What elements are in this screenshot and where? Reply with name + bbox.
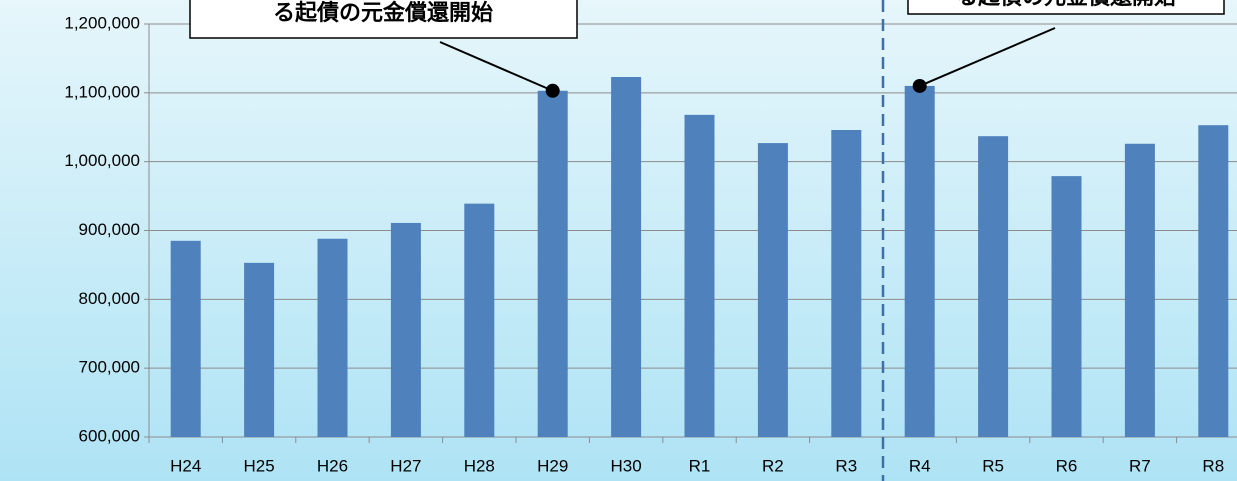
bar [170, 240, 201, 437]
x-tick-label: H28 [464, 456, 495, 475]
bar [831, 130, 862, 437]
bar [611, 77, 642, 438]
x-tick-label: H29 [537, 456, 568, 475]
bar [1198, 125, 1229, 437]
y-tick-label: 700,000 [79, 358, 140, 377]
bar [1124, 143, 1155, 437]
bar [684, 114, 715, 438]
annotation-box [907, 0, 1225, 15]
plot-area: 600,000 700,000 800,000 900,000 1,000,000 1,1… [64, 13, 1237, 475]
y-tick-label: 1,200,000 [64, 13, 140, 32]
x-tick-label: R3 [835, 456, 857, 475]
bar [464, 203, 495, 437]
bar [757, 143, 788, 437]
bar [978, 136, 1009, 437]
y-tick-label: 1,100,000 [64, 82, 140, 101]
y-tick-label: 1,000,000 [64, 151, 140, 170]
annotation-box [189, 0, 578, 39]
x-tick-label: H24 [170, 456, 201, 475]
callout-line [439, 41, 554, 92]
callout-dot [545, 83, 560, 98]
x-tick-label: H30 [611, 456, 642, 475]
annotation-text: る起債の元金償還開始 [273, 0, 493, 26]
y-tick-label: 600,000 [79, 426, 140, 445]
callout-dot [912, 78, 927, 93]
bar [537, 90, 568, 437]
x-tick-label: H27 [390, 456, 421, 475]
x-tick-label: R6 [1056, 456, 1078, 475]
bar [317, 238, 348, 437]
callout-line [919, 27, 1056, 87]
x-tick-label: R8 [1202, 456, 1224, 475]
y-tick-label: 800,000 [79, 289, 140, 308]
x-tick-label: R4 [909, 456, 931, 475]
x-tick-label: H26 [317, 456, 348, 475]
x-tick-label: R1 [689, 456, 711, 475]
annotation-text: る起債の元金償還開始 [956, 0, 1176, 10]
bar [244, 262, 275, 437]
x-tick-label: R2 [762, 456, 784, 475]
bar [390, 222, 421, 437]
x-tick-label: H25 [244, 456, 275, 475]
y-tick-label: 900,000 [79, 220, 140, 239]
bar [1051, 176, 1082, 437]
x-tick-label: R7 [1129, 456, 1151, 475]
x-tick-label: R5 [982, 456, 1004, 475]
bar [904, 85, 935, 437]
